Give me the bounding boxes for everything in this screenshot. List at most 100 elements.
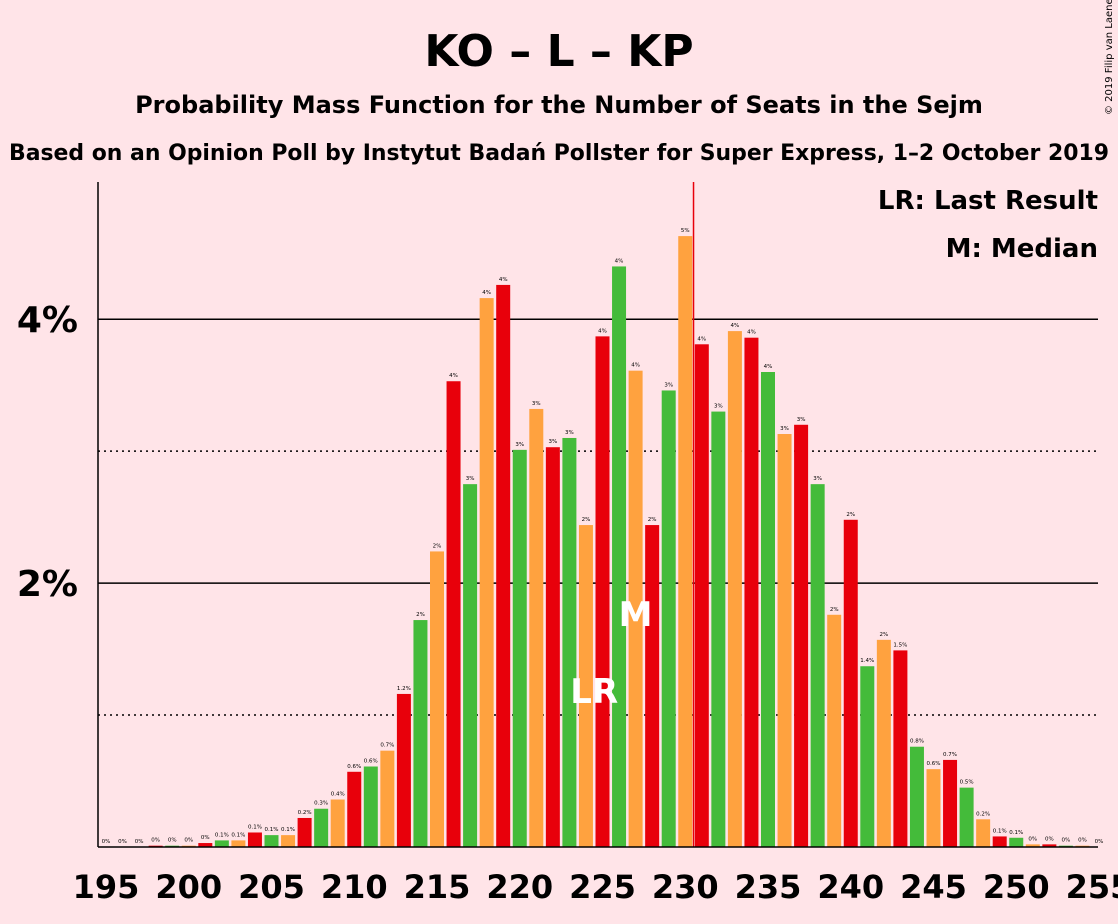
bar-label-242: 2% bbox=[879, 632, 888, 638]
bar-218 bbox=[479, 298, 494, 847]
bar-215 bbox=[430, 551, 444, 847]
bar-label-227: 4% bbox=[631, 363, 640, 369]
bar-236 bbox=[777, 434, 792, 847]
bar-label-230: 5% bbox=[681, 228, 690, 234]
bar-249 bbox=[992, 836, 1007, 847]
bar-label-238: 3% bbox=[813, 476, 822, 482]
bar-246 bbox=[943, 759, 958, 847]
copyright: © 2019 Filip van Laenen bbox=[1104, 0, 1115, 115]
x-tick-label: 250 bbox=[983, 868, 1050, 906]
bar-212 bbox=[380, 750, 395, 847]
bar-228 bbox=[645, 525, 660, 847]
bar-label-209: 0.4% bbox=[331, 792, 345, 798]
bar-234 bbox=[744, 337, 759, 847]
bar-207 bbox=[297, 817, 312, 847]
bar-label-224: 2% bbox=[582, 517, 591, 523]
bar-201 bbox=[198, 843, 213, 847]
x-tick-label: 205 bbox=[238, 868, 305, 906]
bar-214 bbox=[413, 620, 428, 847]
x-tick-label: 215 bbox=[404, 868, 471, 906]
bar-250 bbox=[1009, 837, 1024, 847]
bar-label-196: 0% bbox=[118, 839, 127, 845]
bar-label-197: 0% bbox=[135, 839, 144, 845]
bar-label-211: 0.6% bbox=[364, 759, 378, 765]
bar-label-206: 0.1% bbox=[281, 827, 295, 833]
bar-label-208: 0.3% bbox=[314, 801, 328, 807]
bar-224 bbox=[578, 525, 593, 847]
bar-label-219: 4% bbox=[499, 277, 508, 283]
bar-216 bbox=[446, 381, 461, 847]
bar-label-215: 2% bbox=[433, 543, 442, 549]
bar-221 bbox=[529, 408, 544, 847]
bar-label-248: 0.2% bbox=[976, 811, 990, 817]
x-tick-label: 230 bbox=[652, 868, 719, 906]
bar-label-240: 2% bbox=[846, 512, 855, 518]
bar-252 bbox=[1042, 844, 1057, 847]
bar-230 bbox=[678, 236, 693, 848]
bar-label-245: 0.6% bbox=[927, 761, 941, 767]
bar-217 bbox=[463, 484, 478, 847]
bar-242 bbox=[876, 639, 891, 847]
bar-label-228: 2% bbox=[648, 517, 657, 523]
bar-label-239: 2% bbox=[830, 607, 839, 613]
bar-label-237: 3% bbox=[797, 417, 806, 423]
bar-label-246: 0.7% bbox=[943, 752, 957, 758]
bar-label-221: 3% bbox=[532, 401, 541, 407]
bar-248 bbox=[976, 819, 991, 847]
bar-210 bbox=[347, 771, 362, 847]
bar-244 bbox=[909, 746, 924, 847]
bar-220 bbox=[512, 449, 527, 847]
y-tick-label: 4% bbox=[17, 300, 78, 341]
bar-219 bbox=[496, 284, 511, 847]
last-result-marker: LR bbox=[570, 672, 618, 712]
bar-label-236: 3% bbox=[780, 426, 789, 432]
x-tick-label: 245 bbox=[900, 868, 967, 906]
bar-232 bbox=[711, 411, 726, 847]
bar-label-249: 0.1% bbox=[993, 828, 1007, 834]
bar-label-195: 0% bbox=[102, 839, 111, 845]
bar-241 bbox=[860, 666, 875, 847]
bar-211 bbox=[363, 766, 378, 847]
bar-label-232: 3% bbox=[714, 404, 723, 410]
bar-label-216: 4% bbox=[449, 373, 458, 379]
markers: LRM bbox=[570, 182, 695, 847]
bar-label-244: 0.8% bbox=[910, 739, 924, 745]
bar-202 bbox=[214, 840, 229, 847]
legend-median: M: Median bbox=[946, 234, 1098, 264]
bar-237 bbox=[794, 424, 809, 847]
bars bbox=[148, 236, 1090, 848]
bar-labels: 0% 0% 0% 0% 0% 0% 0% 0.1% 0.1%0.1% 0.1% 0.1%0.2%0.… bbox=[102, 228, 1104, 845]
bar-label-218: 4% bbox=[482, 290, 491, 296]
bar-229 bbox=[661, 390, 676, 847]
bar-251 bbox=[1025, 844, 1040, 847]
bar-235 bbox=[761, 372, 775, 847]
bar-label-214: 2% bbox=[416, 612, 425, 618]
bar-label-250: 0.1% bbox=[1009, 830, 1023, 836]
bar-203 bbox=[231, 840, 246, 847]
x-tick-label: 220 bbox=[486, 868, 553, 906]
bar-label-223: 3% bbox=[565, 430, 574, 436]
bar-222 bbox=[545, 447, 560, 847]
bar-226 bbox=[612, 266, 627, 847]
bar-label-205: 0.1% bbox=[265, 827, 279, 833]
x-tick-label: 210 bbox=[321, 868, 388, 906]
bar-label-226: 4% bbox=[615, 258, 624, 264]
bar-205 bbox=[264, 835, 279, 848]
bar-204 bbox=[247, 832, 262, 847]
bar-label-220: 3% bbox=[515, 442, 524, 448]
bar-231 bbox=[694, 344, 709, 847]
bar-206 bbox=[281, 835, 296, 848]
bar-label-243: 1.5% bbox=[893, 642, 907, 648]
bar-label-204: 0.1% bbox=[248, 824, 262, 830]
x-tick-label: 255 bbox=[1066, 868, 1118, 906]
bar-label-212: 0.7% bbox=[380, 743, 394, 749]
bar-245 bbox=[926, 769, 941, 847]
bar-213 bbox=[396, 693, 411, 847]
chart-title: KO – L – KP bbox=[424, 26, 693, 77]
bar-label-213: 1.2% bbox=[397, 686, 411, 692]
bar-label-252: 0% bbox=[1045, 836, 1054, 842]
bar-243 bbox=[893, 650, 908, 847]
bar-225 bbox=[595, 336, 610, 847]
bar-208 bbox=[314, 808, 329, 847]
bar-label-229: 3% bbox=[664, 382, 673, 388]
